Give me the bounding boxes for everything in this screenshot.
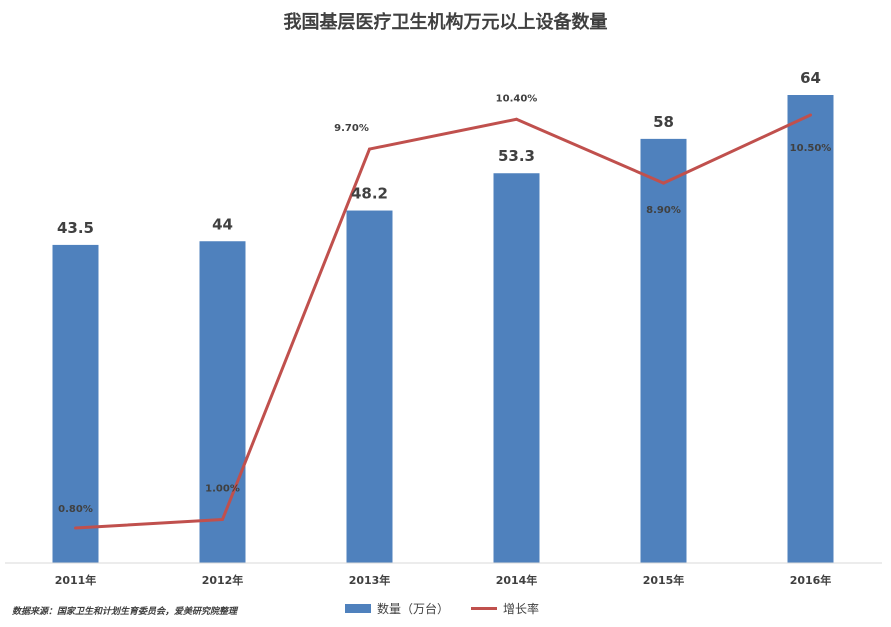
chart-plot: 43.5 44 48.2 53.3 58 64 0.80% 1.00% 9.70% 10.40% 8…	[0, 0, 891, 627]
growth-value-label-4: 8.90%	[646, 205, 681, 216]
bar-value-label-1: 44	[212, 215, 233, 233]
legend-swatch-bar	[345, 604, 371, 613]
legend: 数量（万台） 增长率	[345, 600, 561, 617]
line-layer	[74, 114, 812, 530]
labels-layer: 43.5 44 48.2 53.3 58 64 0.80% 1.00% 9.70% 10.40% 8…	[57, 69, 831, 515]
growth-value-label-3: 10.40%	[496, 93, 538, 104]
growth-value-label-0: 0.80%	[58, 504, 93, 515]
growth-point-1	[221, 518, 224, 521]
x-tick-label-1: 2012年	[202, 573, 244, 587]
growth-point-4	[662, 182, 665, 185]
growth-value-label-5: 10.50%	[790, 143, 832, 154]
bar-1	[200, 241, 246, 563]
legend-label-line: 增长率	[503, 600, 539, 617]
growth-point-3	[515, 118, 518, 121]
growth-value-label-1: 1.00%	[205, 483, 240, 494]
legend-label-bar: 数量（万台）	[377, 600, 449, 617]
x-tick-label-2: 2013年	[349, 573, 391, 587]
bar-value-label-4: 58	[653, 113, 674, 131]
growth-point-2	[368, 148, 371, 151]
bar-value-label-3: 53.3	[498, 147, 535, 165]
x-tick-label-0: 2011年	[55, 573, 97, 587]
x-tick-label-3: 2014年	[496, 573, 538, 587]
bar-value-label-0: 43.5	[57, 219, 94, 237]
bar-4	[641, 139, 687, 563]
source-note: 数据来源：国家卫生和计划生育委员会，爱美研究院整理	[12, 604, 237, 617]
legend-item-line: 增长率	[471, 600, 539, 617]
bar-value-label-5: 64	[800, 69, 821, 87]
legend-swatch-line	[471, 607, 497, 610]
bar-value-label-2: 48.2	[351, 185, 388, 203]
bar-0	[53, 245, 99, 563]
x-tick-label-5: 2016年	[790, 573, 832, 587]
bar-3	[494, 173, 540, 563]
growth-point-5	[809, 114, 812, 117]
growth-point-0	[74, 527, 77, 530]
bar-5	[788, 95, 834, 563]
x-tick-label-4: 2015年	[643, 573, 685, 587]
growth-line	[76, 115, 811, 528]
bar-2	[347, 211, 393, 563]
growth-value-label-2: 9.70%	[334, 123, 369, 134]
ticks-layer: 2011年 2012年 2013年 2014年 2015年 2016年	[55, 573, 832, 587]
legend-item-bar: 数量（万台）	[345, 600, 449, 617]
bars-layer	[53, 95, 834, 563]
